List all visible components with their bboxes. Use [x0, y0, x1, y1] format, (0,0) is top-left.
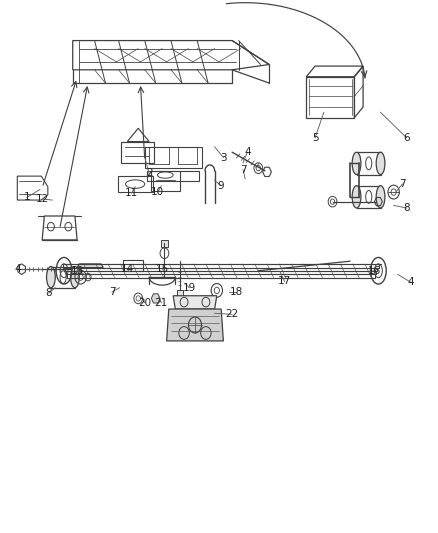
Ellipse shape — [352, 152, 361, 174]
Text: 8: 8 — [46, 288, 52, 298]
Polygon shape — [166, 309, 223, 341]
Text: 21: 21 — [155, 297, 168, 308]
Text: 13: 13 — [71, 266, 84, 276]
Text: 8: 8 — [403, 203, 410, 213]
Text: 14: 14 — [121, 264, 134, 274]
Polygon shape — [151, 294, 160, 303]
Text: 17: 17 — [278, 277, 291, 286]
Text: 22: 22 — [226, 309, 239, 319]
Text: 18: 18 — [230, 287, 243, 297]
Text: 3: 3 — [220, 152, 227, 163]
Text: 9: 9 — [218, 181, 225, 191]
Text: 11: 11 — [125, 188, 138, 198]
Text: 7: 7 — [240, 165, 246, 175]
Polygon shape — [77, 264, 103, 268]
Text: 10: 10 — [151, 187, 164, 197]
Ellipse shape — [376, 185, 385, 208]
Ellipse shape — [71, 266, 79, 288]
Ellipse shape — [46, 266, 55, 288]
Polygon shape — [173, 296, 217, 309]
Text: 4: 4 — [15, 264, 21, 274]
Text: 5: 5 — [312, 133, 318, 143]
Bar — [123, 260, 143, 271]
Text: 2: 2 — [146, 168, 152, 179]
Text: 7: 7 — [109, 287, 115, 297]
Text: 15: 15 — [155, 264, 169, 274]
Text: 7: 7 — [399, 179, 406, 189]
Text: 4: 4 — [408, 278, 414, 287]
Text: 16: 16 — [367, 266, 381, 276]
Text: 20: 20 — [138, 297, 152, 308]
Text: 4: 4 — [244, 147, 251, 157]
Text: 12: 12 — [35, 194, 49, 204]
Text: 19: 19 — [183, 283, 196, 293]
Bar — [161, 240, 168, 247]
Ellipse shape — [352, 185, 361, 208]
Text: 6: 6 — [403, 133, 410, 143]
Text: 1: 1 — [24, 192, 30, 203]
Bar — [177, 290, 183, 297]
Ellipse shape — [376, 152, 385, 174]
